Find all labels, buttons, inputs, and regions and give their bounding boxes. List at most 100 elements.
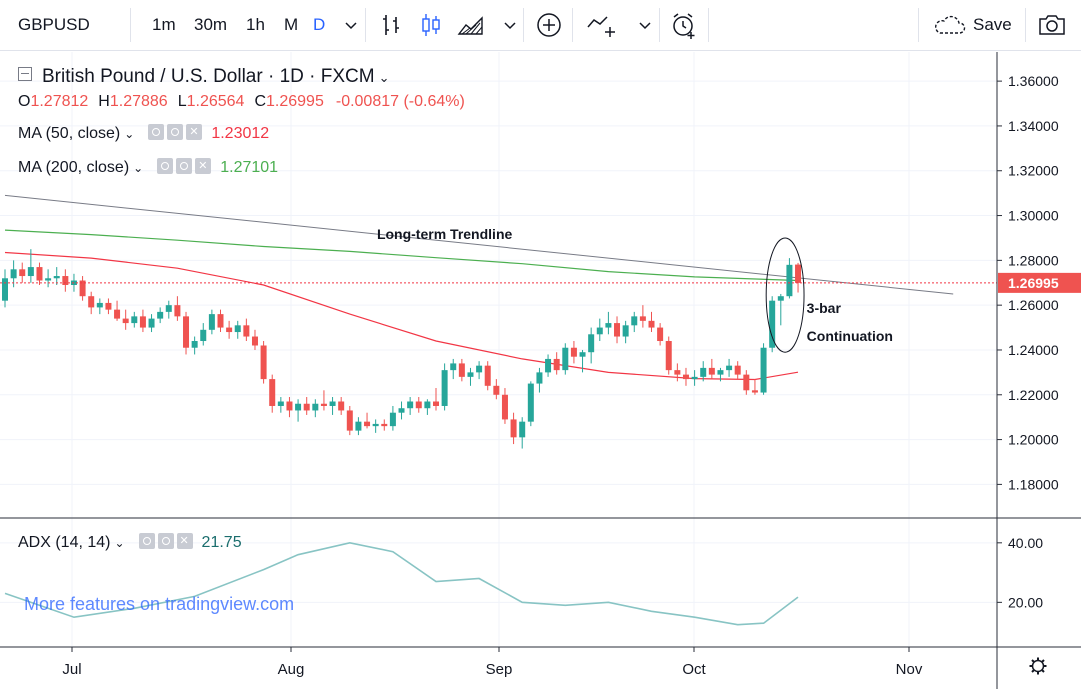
candle-body xyxy=(665,341,672,371)
candle xyxy=(588,327,595,364)
candle-body xyxy=(372,423,379,427)
candle xyxy=(53,267,60,285)
interval-d[interactable]: D xyxy=(313,15,326,34)
candle-body xyxy=(45,278,52,281)
candle-body xyxy=(96,302,103,308)
chevron-down-icon[interactable]: ⌄ xyxy=(378,70,390,85)
candle xyxy=(751,379,758,395)
interval-1h[interactable]: 1h xyxy=(246,15,265,34)
candle-body xyxy=(786,264,793,297)
chart-style-chevron-down-icon[interactable] xyxy=(495,10,525,40)
candle xyxy=(700,361,707,382)
candle xyxy=(769,296,776,353)
remove-icon[interactable] xyxy=(176,533,193,549)
candle-body xyxy=(389,412,396,427)
alert-icon[interactable] xyxy=(669,10,699,40)
chevron-down-icon[interactable]: ⌄ xyxy=(124,127,135,141)
ohlc-legend: O1.27812 H1.27886 L1.26564 C1.26995 -0.00817… xyxy=(18,93,465,111)
interval-chevron-down-icon[interactable] xyxy=(336,10,366,40)
candle xyxy=(605,311,612,335)
settings-icon[interactable] xyxy=(176,158,193,174)
interval-m[interactable]: M xyxy=(284,15,299,34)
camera-icon[interactable] xyxy=(1037,10,1067,40)
remove-icon[interactable] xyxy=(195,158,212,174)
time-tick-label: Aug xyxy=(278,661,305,678)
time-tick-label: Jul xyxy=(62,661,81,678)
eye-icon[interactable] xyxy=(138,533,155,549)
price-tick-label: 1.26000 xyxy=(1008,297,1059,313)
candle-body xyxy=(458,363,465,377)
ma200-series xyxy=(4,229,799,282)
last-price-badge xyxy=(998,272,1081,293)
compare-chevron-down-icon[interactable] xyxy=(630,10,660,40)
settings-icon[interactable] xyxy=(167,124,184,140)
change-value: -0.00817 (-0.64%) xyxy=(335,93,465,110)
symbol-search[interactable]: GBPUSD xyxy=(18,15,90,34)
candle xyxy=(62,269,69,292)
candle xyxy=(682,367,689,386)
gear-icon[interactable] xyxy=(1029,657,1047,675)
candle xyxy=(415,397,422,413)
candle xyxy=(407,397,414,415)
candle xyxy=(545,354,552,377)
watermark-link[interactable]: More features on tradingview.com xyxy=(24,594,295,614)
candle-body xyxy=(79,280,86,297)
chevron-down-icon[interactable]: ⌄ xyxy=(133,161,144,175)
candle-body xyxy=(760,347,767,393)
candle xyxy=(165,300,172,319)
candle-body xyxy=(226,327,233,333)
save-button[interactable]: Save xyxy=(973,15,1012,34)
settings-icon[interactable] xyxy=(157,533,174,549)
eye-icon[interactable] xyxy=(157,158,174,174)
candle-style-icon[interactable] xyxy=(416,10,446,40)
bar-style-icon[interactable] xyxy=(377,10,407,40)
candle xyxy=(19,262,26,283)
candle-body xyxy=(2,278,8,301)
candle-body xyxy=(88,296,95,308)
toolbar-divider xyxy=(708,8,709,42)
candle xyxy=(183,311,190,355)
compare-icon[interactable] xyxy=(585,10,625,40)
candle-body xyxy=(53,276,60,279)
candle-body xyxy=(570,347,577,357)
candle-body xyxy=(114,309,121,319)
candle-body xyxy=(527,383,534,422)
candle-body xyxy=(36,267,43,281)
candle-body xyxy=(682,374,689,380)
candle xyxy=(484,361,491,391)
candle-body xyxy=(441,370,448,406)
candle-body xyxy=(777,296,784,301)
eye-icon[interactable] xyxy=(148,124,165,140)
interval-30m[interactable]: 30m xyxy=(194,15,228,34)
candle xyxy=(208,309,215,335)
candle xyxy=(217,309,224,333)
ma200-value: 1.27101 xyxy=(220,159,279,176)
cloud-icon[interactable] xyxy=(932,10,968,40)
chevron-down-icon[interactable]: ⌄ xyxy=(114,536,125,550)
remove-icon[interactable] xyxy=(186,124,203,140)
candle xyxy=(726,358,733,377)
price-tick-label: 1.18000 xyxy=(1008,476,1059,492)
candle-body xyxy=(708,367,715,375)
price-axis: 1.36000 1.34000 1.32000 1.30000 1.28000 1.260… xyxy=(997,73,1081,492)
candle-body xyxy=(122,318,129,324)
interval-1m[interactable]: 1m xyxy=(152,15,176,34)
area-style-icon[interactable] xyxy=(456,10,486,40)
candle-body xyxy=(148,318,155,328)
candle xyxy=(303,397,310,415)
add-indicator-icon[interactable] xyxy=(534,10,564,40)
time-tick-label: Nov xyxy=(896,661,923,678)
toolbar-divider xyxy=(523,8,524,42)
candle-body xyxy=(424,401,431,409)
candle xyxy=(579,349,586,373)
candle xyxy=(105,298,112,315)
candle xyxy=(295,399,302,422)
candle xyxy=(743,370,750,395)
candle xyxy=(501,388,508,424)
candle xyxy=(320,390,327,411)
candle xyxy=(467,367,474,386)
adx-value: 21.75 xyxy=(201,534,242,551)
candle-body xyxy=(200,329,207,342)
collapse-icon[interactable] xyxy=(18,67,32,81)
